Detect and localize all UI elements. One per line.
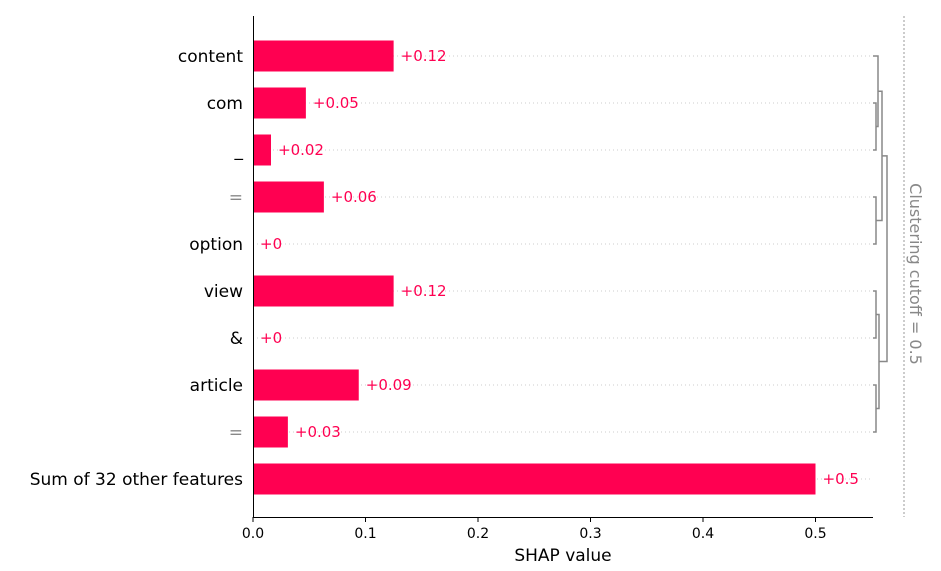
bar <box>253 275 394 307</box>
value-label: +0.03 <box>295 423 341 441</box>
category-label: = <box>229 188 243 208</box>
bar <box>253 369 359 401</box>
bar <box>253 40 394 72</box>
dendrogram-branch <box>873 102 877 151</box>
category-label: com <box>207 94 243 114</box>
dendrogram-branch <box>873 290 877 339</box>
x-tick-label: 0.3 <box>579 526 601 542</box>
clustering-cutoff-label: Clustering cutoff = 0.5 <box>906 183 925 365</box>
value-label: +0.12 <box>401 282 447 300</box>
value-label: +0.09 <box>366 376 412 394</box>
x-tick-label: 0.0 <box>242 526 264 542</box>
dendrogram-branch <box>873 384 877 433</box>
clustering-dendrogram <box>873 55 888 433</box>
category-label: view <box>204 282 243 302</box>
dendrogram-branch <box>876 90 883 222</box>
category-label: content <box>178 47 243 67</box>
category-label: Sum of 32 other features <box>30 470 243 490</box>
bar <box>253 181 324 213</box>
value-label: +0.12 <box>401 47 447 65</box>
category-label: option <box>189 235 243 255</box>
value-label: +0.02 <box>278 141 324 159</box>
x-ticks: 0.0 0.1 0.2 0.3 0.4 0.5 <box>242 517 827 542</box>
bar <box>253 87 306 119</box>
category-label: = <box>229 423 243 443</box>
category-label: & <box>230 329 243 349</box>
category-label: article <box>190 376 243 396</box>
bars <box>253 40 816 495</box>
value-label: +0 <box>260 235 282 253</box>
value-label: +0.5 <box>823 470 859 488</box>
row-gridlines <box>253 55 873 480</box>
value-label: +0.06 <box>331 188 377 206</box>
category-labels: content com _ = option view & article = Sum of 32… <box>30 47 244 490</box>
value-label: +0 <box>260 329 282 347</box>
x-tick-label: 0.4 <box>692 526 714 542</box>
x-tick-label: 0.5 <box>804 526 826 542</box>
category-label: _ <box>234 141 244 161</box>
dendrogram-branch <box>873 196 877 245</box>
bar <box>253 463 816 495</box>
value-label: +0.05 <box>313 94 359 112</box>
bar <box>253 134 271 166</box>
x-tick-label: 0.2 <box>467 526 489 542</box>
x-tick-label: 0.1 <box>354 526 376 542</box>
dendrogram-branch <box>879 155 888 363</box>
value-labels: +0.12 +0.05 +0.02 +0.06 +0 +0.12 +0 +0.09 +0.03 +… <box>260 47 859 488</box>
bar <box>253 416 288 448</box>
x-axis-label: SHAP value <box>514 546 611 566</box>
